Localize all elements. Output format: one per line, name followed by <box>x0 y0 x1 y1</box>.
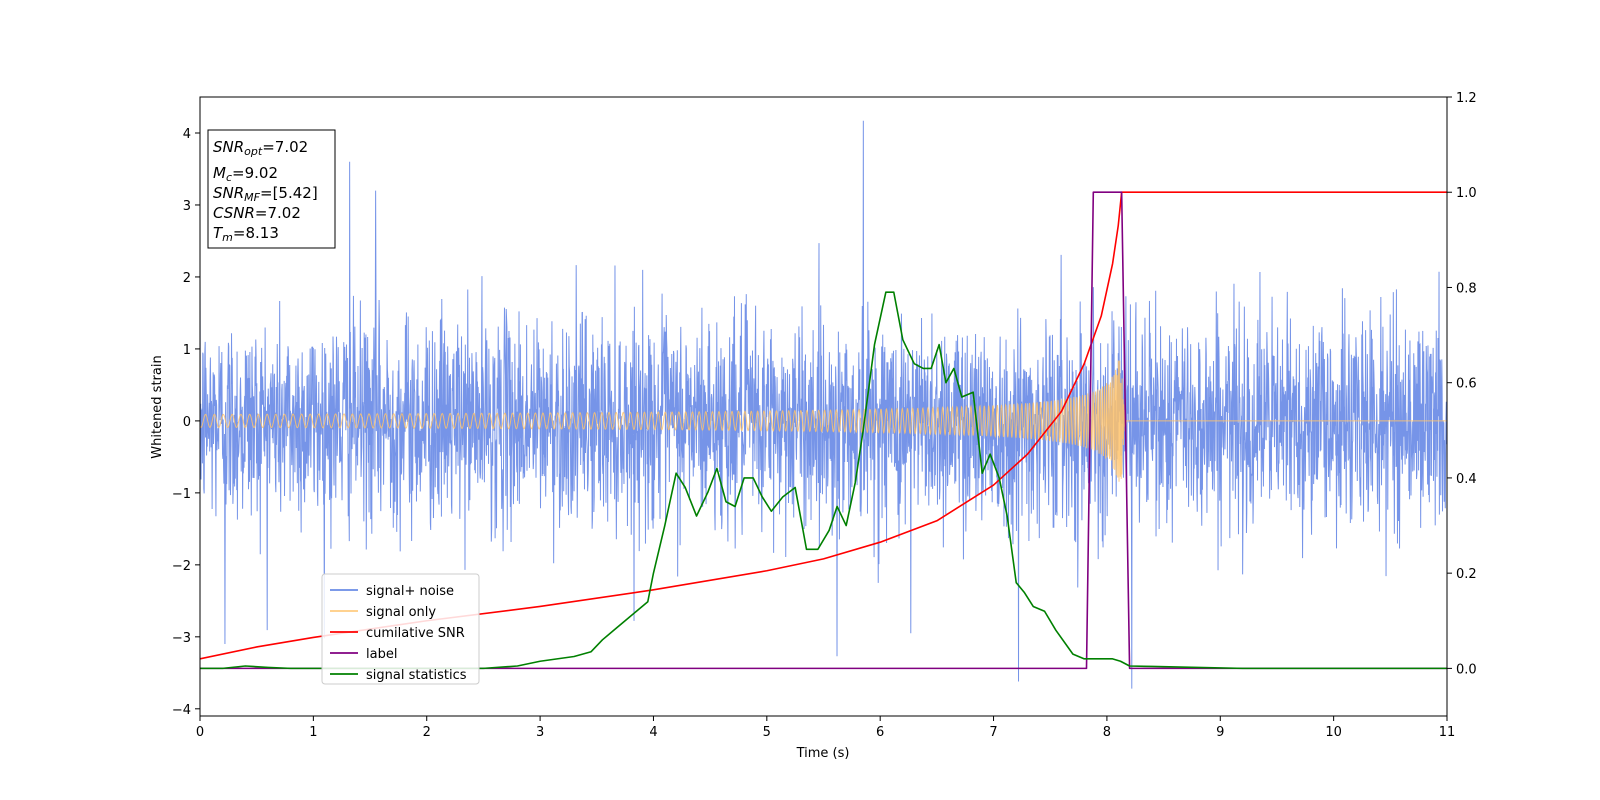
y-tick-label: −3 <box>172 631 191 646</box>
legend-entry-label: signal only <box>366 605 436 620</box>
y-axis-right: 0.0 0.2 0.4 0.6 0.8 1.0 1.2 <box>1447 91 1477 677</box>
y-tick-label: 0 <box>183 415 191 430</box>
y-tick-label: −4 <box>172 703 191 718</box>
x-tick-label: 11 <box>1439 725 1456 740</box>
y2-tick-label: 1.0 <box>1456 186 1477 201</box>
y-axis-label: Whitened strain <box>150 355 165 458</box>
x-tick-label: 6 <box>876 725 884 740</box>
x-tick-label: 9 <box>1216 725 1224 740</box>
legend-entry-label: label <box>366 647 397 662</box>
x-tick-label: 10 <box>1325 725 1342 740</box>
info-chirp-mass: Mc=9.02 <box>213 164 278 184</box>
legend-frame <box>321 573 480 685</box>
series-label <box>200 191 1447 670</box>
legend-entry-label: signal+ noise <box>366 584 454 599</box>
x-tick-label: 7 <box>989 725 997 740</box>
y2-tick-label: 0.4 <box>1456 472 1477 487</box>
y2-tick-label: 0.2 <box>1456 567 1477 582</box>
y-axis-left: −4 −3 −2 −1 0 1 2 3 4 <box>172 127 200 718</box>
y-tick-label: 4 <box>183 127 191 142</box>
y-tick-label: −2 <box>172 559 191 574</box>
y2-tick-label: 0.0 <box>1456 662 1477 677</box>
legend-entry-label: cumilative SNR <box>366 626 465 641</box>
x-tick-label: 0 <box>196 725 204 740</box>
y2-tick-label: 0.6 <box>1456 377 1477 392</box>
legend-entry-label: signal statistics <box>366 668 467 683</box>
info-csnr: CSNR=7.02 <box>213 204 301 222</box>
y-tick-label: 2 <box>183 271 191 286</box>
series-signal-only <box>200 360 1447 482</box>
x-tick-label: 8 <box>1103 725 1111 740</box>
x-tick-label: 3 <box>536 725 544 740</box>
y-tick-label: 1 <box>183 343 191 358</box>
series-signal-statistics <box>200 291 1447 670</box>
x-axis: 0 1 2 3 4 5 6 7 8 9 10 11 <box>196 716 1455 740</box>
x-tick-label: 1 <box>309 725 317 740</box>
y2-tick-label: 0.8 <box>1456 281 1477 296</box>
y2-tick-label: 1.2 <box>1456 91 1477 106</box>
info-box: SNRopt=7.02 Mc=9.02 SNRMF=[5.42] CSNR=7.… <box>207 129 336 249</box>
info-snr-mf: SNRMF=[5.42] <box>213 184 318 204</box>
x-tick-label: 5 <box>763 725 771 740</box>
x-tick-label: 4 <box>649 725 657 740</box>
series-signal-noise <box>200 120 1447 689</box>
info-snr-opt: SNRopt=7.02 <box>213 138 308 158</box>
plot-frame <box>199 96 1448 717</box>
info-merger-time: Tm=8.13 <box>213 224 279 244</box>
x-tick-label: 2 <box>423 725 431 740</box>
x-axis-label: Time (s) <box>796 746 850 761</box>
y-tick-label: −1 <box>172 487 191 502</box>
y-tick-label: 3 <box>183 199 191 214</box>
legend: signal+ noise signal only cumilative SNR la… <box>321 573 480 685</box>
